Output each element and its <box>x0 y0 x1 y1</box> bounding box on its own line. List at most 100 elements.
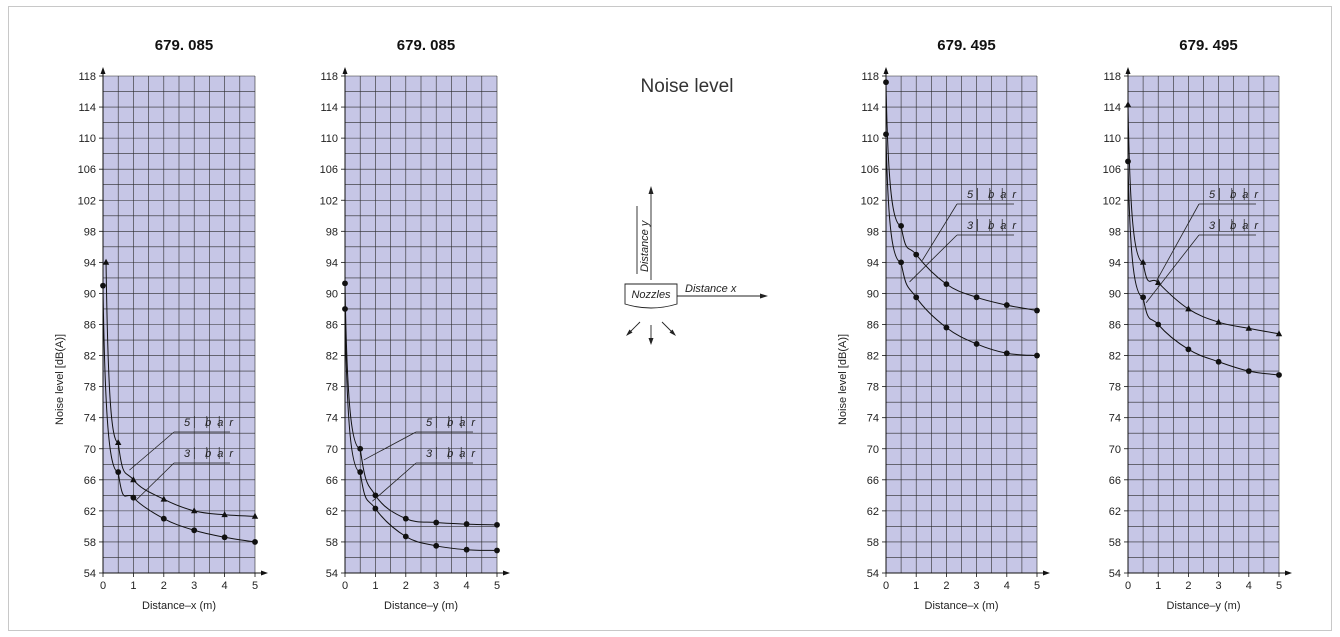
data-point <box>1245 324 1252 331</box>
series-5-bar: 5 bar <box>102 258 259 519</box>
y-tick-label: 82 <box>867 351 879 363</box>
data-point <box>160 515 167 522</box>
series-3-bar: 3 bar <box>100 282 258 545</box>
y-tick-label: 58 <box>326 537 338 549</box>
data-point <box>1155 321 1162 328</box>
y-tick-label: 106 <box>1103 164 1121 176</box>
y-tick-label: 74 <box>326 413 338 425</box>
x-tick-label: 2 <box>943 580 949 592</box>
series-label: 5 bar <box>967 189 1022 201</box>
data-point <box>221 511 228 518</box>
data-point <box>943 324 950 331</box>
data-point <box>402 533 409 540</box>
y-tick-label: 70 <box>84 444 96 456</box>
data-point <box>342 306 348 312</box>
series-label: 5 bar <box>426 417 481 429</box>
y-tick-label: 70 <box>326 444 338 456</box>
data-point <box>115 469 122 475</box>
direction-diagram: Distance y Nozzles Distance x <box>624 186 768 345</box>
y-tick-label: 66 <box>867 475 879 487</box>
series-5-bar: 5 bar <box>342 280 500 528</box>
page-frame <box>8 6 1332 631</box>
chart-4: 5458626670747882869094981021061101141180… <box>1103 37 1292 612</box>
data-point <box>463 546 470 553</box>
data-point <box>883 131 889 138</box>
y-axis-arrowhead <box>883 67 889 74</box>
data-point <box>1003 350 1010 357</box>
y-tick-label: 106 <box>861 164 879 176</box>
spray-arrowhead-down <box>648 338 654 345</box>
data-point <box>342 280 348 287</box>
chart-title: 679. 495 <box>1179 37 1237 54</box>
data-point <box>251 512 259 519</box>
x-tick-label: 2 <box>403 580 409 592</box>
y-tick-label: 86 <box>326 320 338 332</box>
callout-leader <box>1145 234 1200 304</box>
chart-title: 679. 085 <box>155 37 213 54</box>
y-tick-label: 74 <box>84 413 96 425</box>
y-tick-label: 114 <box>78 102 96 114</box>
y-tick-label: 58 <box>867 537 879 549</box>
series-label: 3 bar <box>967 220 1022 232</box>
data-point <box>402 515 409 522</box>
x-tick-label: 3 <box>974 580 980 592</box>
x-axis-label: Distance–x (m) <box>925 600 999 612</box>
nozzles-label: Nozzles <box>631 289 671 301</box>
data-point <box>883 79 889 86</box>
data-point <box>494 547 500 554</box>
callout-leader <box>909 234 958 283</box>
y-tick-label: 90 <box>326 288 338 300</box>
x-axis-arrowhead <box>503 570 510 576</box>
series-5-bar: 5 bar <box>883 79 1040 314</box>
y-tick-label: 62 <box>1109 506 1121 518</box>
data-point <box>1125 158 1131 165</box>
data-point <box>1034 352 1040 359</box>
y-tick-label: 90 <box>867 288 879 300</box>
chart-1: 5458626670747882869094981021061101141180… <box>54 37 268 612</box>
x-tick-label: 0 <box>100 580 106 592</box>
x-tick-label: 3 <box>433 580 439 592</box>
y-tick-label: 70 <box>867 444 879 456</box>
x-tick-label: 0 <box>1125 580 1131 592</box>
distance-x-label: Distance x <box>685 283 737 295</box>
y-tick-label: 106 <box>78 164 96 176</box>
y-tick-label: 114 <box>320 102 338 114</box>
chart-title: 679. 085 <box>397 37 455 54</box>
y-axis-arrowhead <box>1125 67 1131 74</box>
y-tick-label: 118 <box>320 71 338 83</box>
data-point <box>433 519 440 526</box>
y-tick-label: 102 <box>78 195 96 207</box>
y-tick-label: 114 <box>861 102 879 114</box>
y-tick-label: 110 <box>320 133 338 145</box>
x-axis-label: Distance–x (m) <box>142 600 216 612</box>
data-point <box>1245 368 1252 374</box>
data-point <box>252 539 258 545</box>
nozzles-box <box>624 283 678 309</box>
y-tick-label: 94 <box>1109 257 1121 269</box>
data-point <box>1140 294 1146 301</box>
callout-leader <box>372 462 417 502</box>
data-point <box>1215 358 1222 365</box>
y-tick-label: 86 <box>1109 320 1121 332</box>
distance-y-arrowhead <box>648 186 654 194</box>
y-tick-label: 86 <box>84 320 96 332</box>
y-tick-label: 78 <box>1109 382 1121 394</box>
y-tick-label: 94 <box>867 257 879 269</box>
x-tick-label: 5 <box>1034 580 1040 592</box>
data-point <box>357 469 364 475</box>
data-point <box>221 534 228 541</box>
data-point <box>898 222 904 229</box>
data-point <box>973 341 980 347</box>
y-tick-label: 62 <box>867 506 879 518</box>
y-tick-label: 110 <box>78 133 96 145</box>
callout-leader <box>1156 203 1200 281</box>
y-tick-label: 82 <box>326 351 338 363</box>
x-tick-label: 1 <box>913 580 919 592</box>
chart-2: 5458626670747882869094981021061101141180… <box>320 37 510 612</box>
y-tick-label: 102 <box>320 195 338 207</box>
y-axis-arrowhead <box>342 67 348 74</box>
chart-title: 679. 495 <box>937 37 995 54</box>
x-tick-label: 2 <box>161 580 167 592</box>
y-tick-label: 70 <box>1109 444 1121 456</box>
chart-3: 5458626670747882869094981021061101141180… <box>837 37 1050 612</box>
